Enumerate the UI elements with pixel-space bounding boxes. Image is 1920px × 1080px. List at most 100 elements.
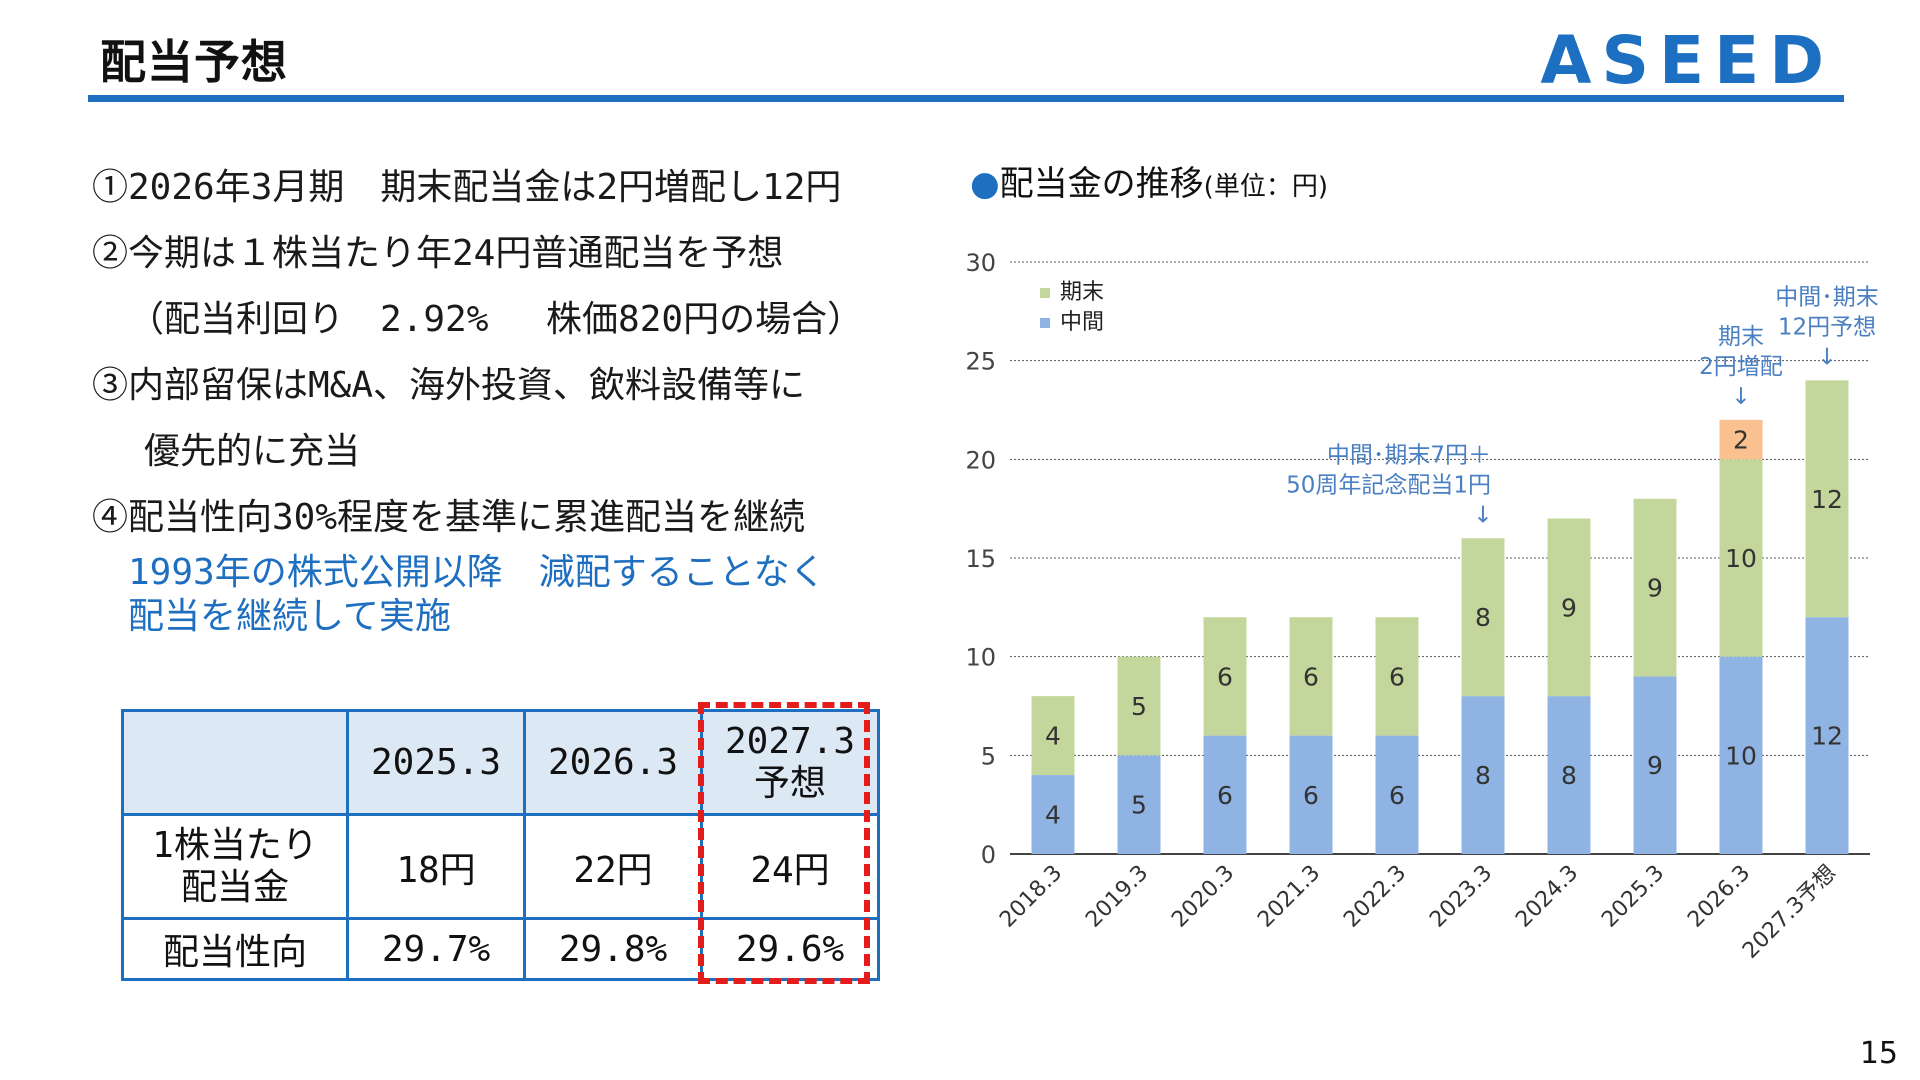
bar-segment <box>1461 538 1505 697</box>
table-cell: 29.7% <box>346 917 526 981</box>
bar-segment <box>1547 696 1591 854</box>
bar-segment <box>1117 656 1161 756</box>
chart-annotation: ↓ <box>1731 384 1750 410</box>
table-header-2026: 2026.3 <box>523 709 703 816</box>
bar-segment <box>1633 676 1677 854</box>
table-header-row: 2025.3 2026.3 2027.3 予想 <box>121 709 880 816</box>
bar-data-label: 2 <box>1733 426 1749 455</box>
bar-data-label: 10 <box>1725 741 1757 770</box>
table-cell: 29.6% <box>700 917 880 981</box>
bar-segment <box>1203 617 1247 736</box>
bar-segment <box>1375 617 1419 736</box>
bar-segment <box>1289 617 1333 736</box>
bar-data-label: 6 <box>1303 781 1319 810</box>
bar-data-label: 4 <box>1045 801 1061 830</box>
row-label-line-2: 配当金 <box>180 866 289 908</box>
point-4-blue-line-1: 1993年の株式公開以降 減配することなく <box>128 552 826 593</box>
x-tick-label: 2019.3 <box>1081 861 1153 933</box>
bar-segment <box>1117 755 1161 854</box>
dividend-table: 2025.3 2026.3 2027.3 予想 1株当たり 配当金 18円 22円 … <box>121 709 880 981</box>
legend-swatch <box>1040 318 1050 328</box>
bullet-dot-icon: ● <box>970 164 1000 204</box>
bar-segment <box>1203 735 1247 854</box>
bar-segment <box>1633 498 1677 677</box>
chart-annotation: 期末 <box>1718 324 1764 350</box>
bar-data-label: 8 <box>1475 603 1491 632</box>
bar-data-label: 6 <box>1389 781 1405 810</box>
table-header-2027-year: 2027.3 <box>724 720 856 762</box>
x-tick-label: 2025.3 <box>1597 861 1669 933</box>
x-tick-label: 2022.3 <box>1339 861 1411 933</box>
bar-data-label: 8 <box>1561 761 1577 790</box>
table-cell: 18円 <box>346 813 526 920</box>
bar-segment <box>1289 735 1333 854</box>
x-tick-label: 2021.3 <box>1253 861 1325 933</box>
bar-segment <box>1719 459 1763 657</box>
bar-data-label: 9 <box>1561 593 1577 622</box>
x-tick-label: 2023.3 <box>1425 861 1497 933</box>
table-header-2027-forecast: 予想 <box>753 762 826 804</box>
point-4-blue-line-2: 配当を継続して実施 <box>128 596 451 637</box>
title-underline <box>88 95 1844 102</box>
point-2: ②今期は１株当たり年24円普通配当を予想 <box>92 233 784 274</box>
bar-segment <box>1719 419 1763 460</box>
x-tick-label: 2018.3 <box>995 861 1067 933</box>
bar-segment <box>1375 735 1419 854</box>
dividend-bar-chart: 0 5 10 15 20 25 30 4 4 2018.3 5 5 2019.3 6 6 2020.3 6 6 20… <box>965 249 1879 964</box>
x-tick-label: 2020.3 <box>1167 861 1239 933</box>
chart-annotation: 12円予想 <box>1778 314 1876 340</box>
bar-data-label: 9 <box>1647 751 1663 780</box>
bar-segment <box>1719 656 1763 854</box>
point-3-continued: 優先的に充当 <box>144 431 361 472</box>
bar-data-label: 12 <box>1811 722 1843 751</box>
table-row: 1株当たり 配当金 18円 22円 24円 <box>121 813 880 920</box>
y-tick-label: 25 <box>965 348 996 376</box>
bar-data-label: 5 <box>1131 791 1147 820</box>
bar-data-label: 5 <box>1131 692 1147 721</box>
row-label-payout-ratio: 配当性向 <box>121 917 349 981</box>
bar-data-label: 6 <box>1389 662 1405 691</box>
chart-title-main: 配当金の推移 <box>999 164 1204 204</box>
bar-data-label: 4 <box>1045 722 1061 751</box>
bar-segment <box>1805 380 1849 618</box>
legend-swatch <box>1040 288 1050 298</box>
y-tick-label: 0 <box>981 841 996 869</box>
x-tick-label: 2024.3 <box>1511 861 1583 933</box>
table-cell: 29.8% <box>523 917 703 981</box>
y-tick-label: 30 <box>965 249 996 277</box>
bar-data-label: 9 <box>1647 574 1663 603</box>
chart-annotation: ↓ <box>1473 502 1492 528</box>
bar-data-label: 12 <box>1811 485 1843 514</box>
chart-annotation: 中間･期末 <box>1775 284 1879 310</box>
bar-data-label: 6 <box>1217 781 1233 810</box>
bar-segment <box>1031 696 1075 776</box>
point-1: ①2026年3月期 期末配当金は2円増配し12円 <box>92 167 842 208</box>
bar-segment <box>1031 775 1075 854</box>
table-cell: 24円 <box>700 813 880 920</box>
y-tick-label: 15 <box>965 545 996 573</box>
page-title: 配当予想 <box>100 35 288 89</box>
row-label-line-1: 1株当たり <box>152 824 318 866</box>
point-2-note: （配当利回り 2.92% 株価820円の場合） <box>128 299 864 340</box>
bar-data-label: 8 <box>1475 761 1491 790</box>
bar-data-label: 6 <box>1303 662 1319 691</box>
y-tick-label: 5 <box>981 742 996 770</box>
bar-data-label: 10 <box>1725 544 1757 573</box>
aseed-logo: ASEED <box>1540 22 1834 99</box>
table-header-empty <box>121 709 349 816</box>
x-tick-label: 2026.3 <box>1683 861 1755 933</box>
row-label-dividend-per-share: 1株当たり 配当金 <box>121 813 349 920</box>
y-tick-label: 20 <box>965 446 996 474</box>
chart-annotation: ↓ <box>1817 344 1836 370</box>
chart-annotation: 2円増配 <box>1699 354 1783 380</box>
table-row: 配当性向 29.7% 29.8% 29.6% <box>121 917 880 981</box>
point-3: ③内部留保はM&A、海外投資、飲料設備等に <box>92 365 806 406</box>
chart-annotation: 中間･期末7円＋ <box>1327 442 1491 468</box>
x-tick-label: 2027.3予想 <box>1738 861 1841 964</box>
point-4: ④配当性向30%程度を基準に累進配当を継続 <box>92 497 806 538</box>
page-number: 15 <box>1859 1036 1898 1071</box>
table-header-2027: 2027.3 予想 <box>700 709 880 816</box>
chart-title: ●配当金の推移(単位：円) <box>970 156 1328 205</box>
bar-data-label: 6 <box>1217 662 1233 691</box>
chart-title-unit: (単位：円) <box>1203 172 1328 202</box>
